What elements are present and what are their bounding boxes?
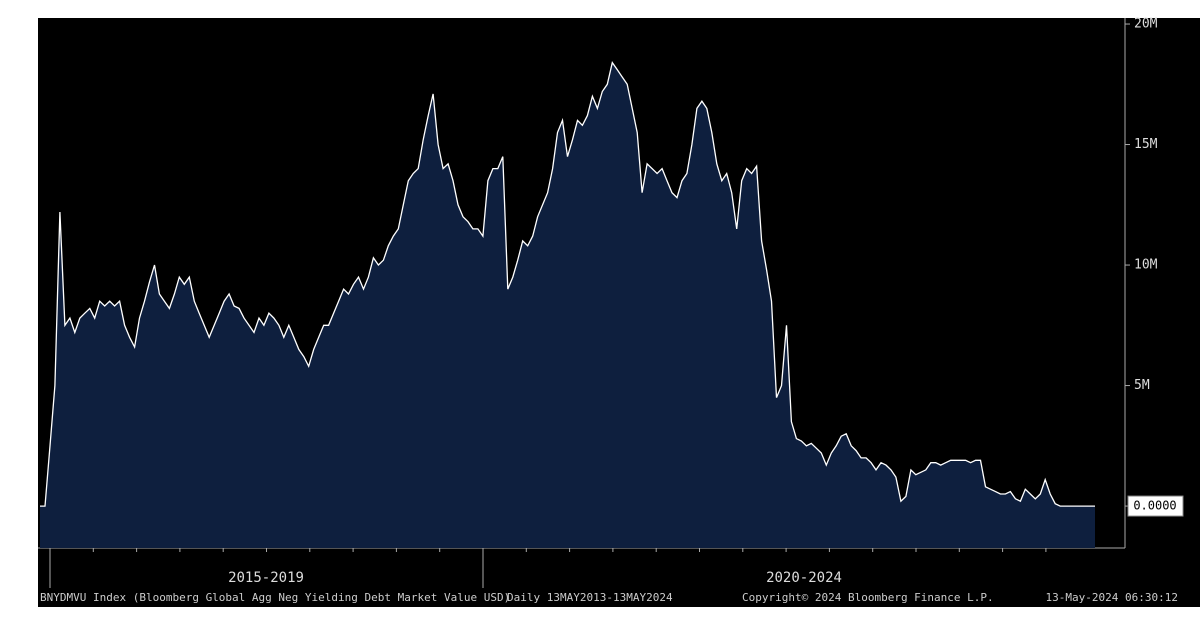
y-tick-label: 0.0000 <box>1133 499 1176 513</box>
x-period-label: 2020-2024 <box>766 570 842 586</box>
y-tick-label: 10M <box>1134 258 1158 273</box>
footer-ticker: BNYDMVU Index (Bloomberg Global Agg Neg … <box>40 591 510 604</box>
y-tick-label: 20M <box>1134 17 1158 32</box>
last-value-box <box>1127 495 1184 517</box>
footer-timestamp: 13-May-2024 06:30:12 <box>1046 591 1178 604</box>
y-tick-label: 5M <box>1134 378 1150 393</box>
footer-copyright: Copyright© 2024 Bloomberg Finance L.P. <box>742 591 994 604</box>
area <box>40 62 1095 548</box>
footer-range: Daily 13MAY2013-13MAY2024 <box>507 591 673 604</box>
line <box>40 61 1095 507</box>
y-tick-label: 15M <box>1134 137 1158 152</box>
x-period-label: 2015-2019 <box>228 570 304 586</box>
